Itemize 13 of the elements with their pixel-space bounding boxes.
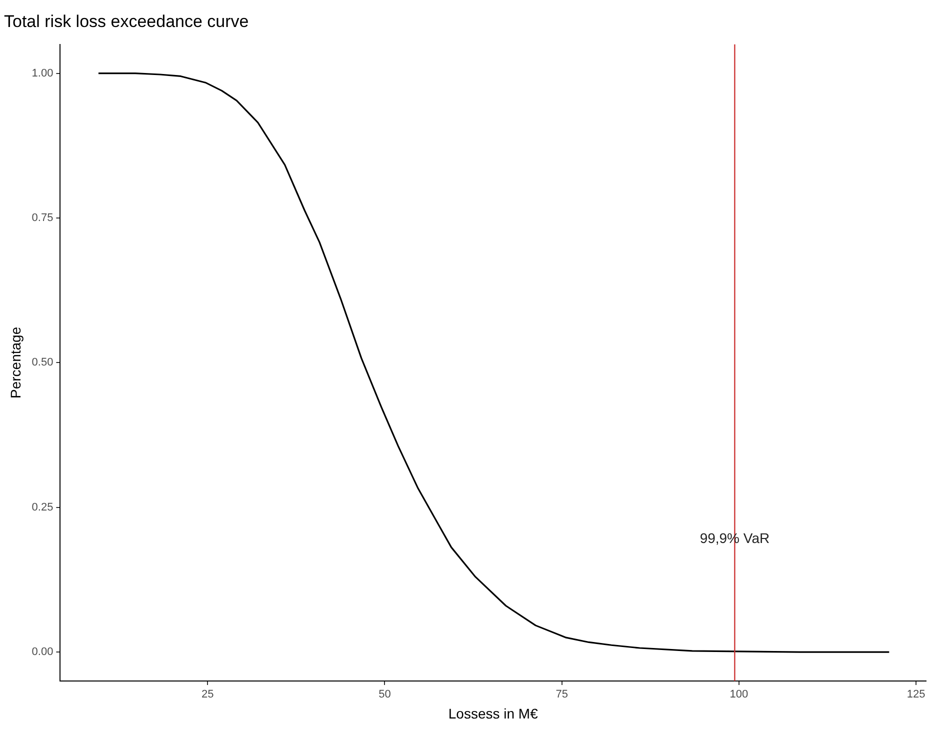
y-tick-label: 0.50 <box>32 356 54 369</box>
y-tick-label: 1.00 <box>32 67 54 80</box>
y-tick-label: 0.25 <box>32 501 54 514</box>
chart-title: Total risk loss exceedance curve <box>4 12 249 31</box>
y-axis-title: Percentage <box>7 326 24 399</box>
x-tick-label: 25 <box>201 688 214 701</box>
y-tick-label: 0.75 <box>32 212 54 224</box>
y-tick-label: 0.00 <box>32 646 54 658</box>
x-axis-title: Lossess in M€ <box>448 705 538 722</box>
x-tick-label: 100 <box>730 688 748 701</box>
x-tick-label: 50 <box>378 688 391 701</box>
x-tick-label: 75 <box>556 688 568 701</box>
x-tick-label: 125 <box>906 688 926 701</box>
